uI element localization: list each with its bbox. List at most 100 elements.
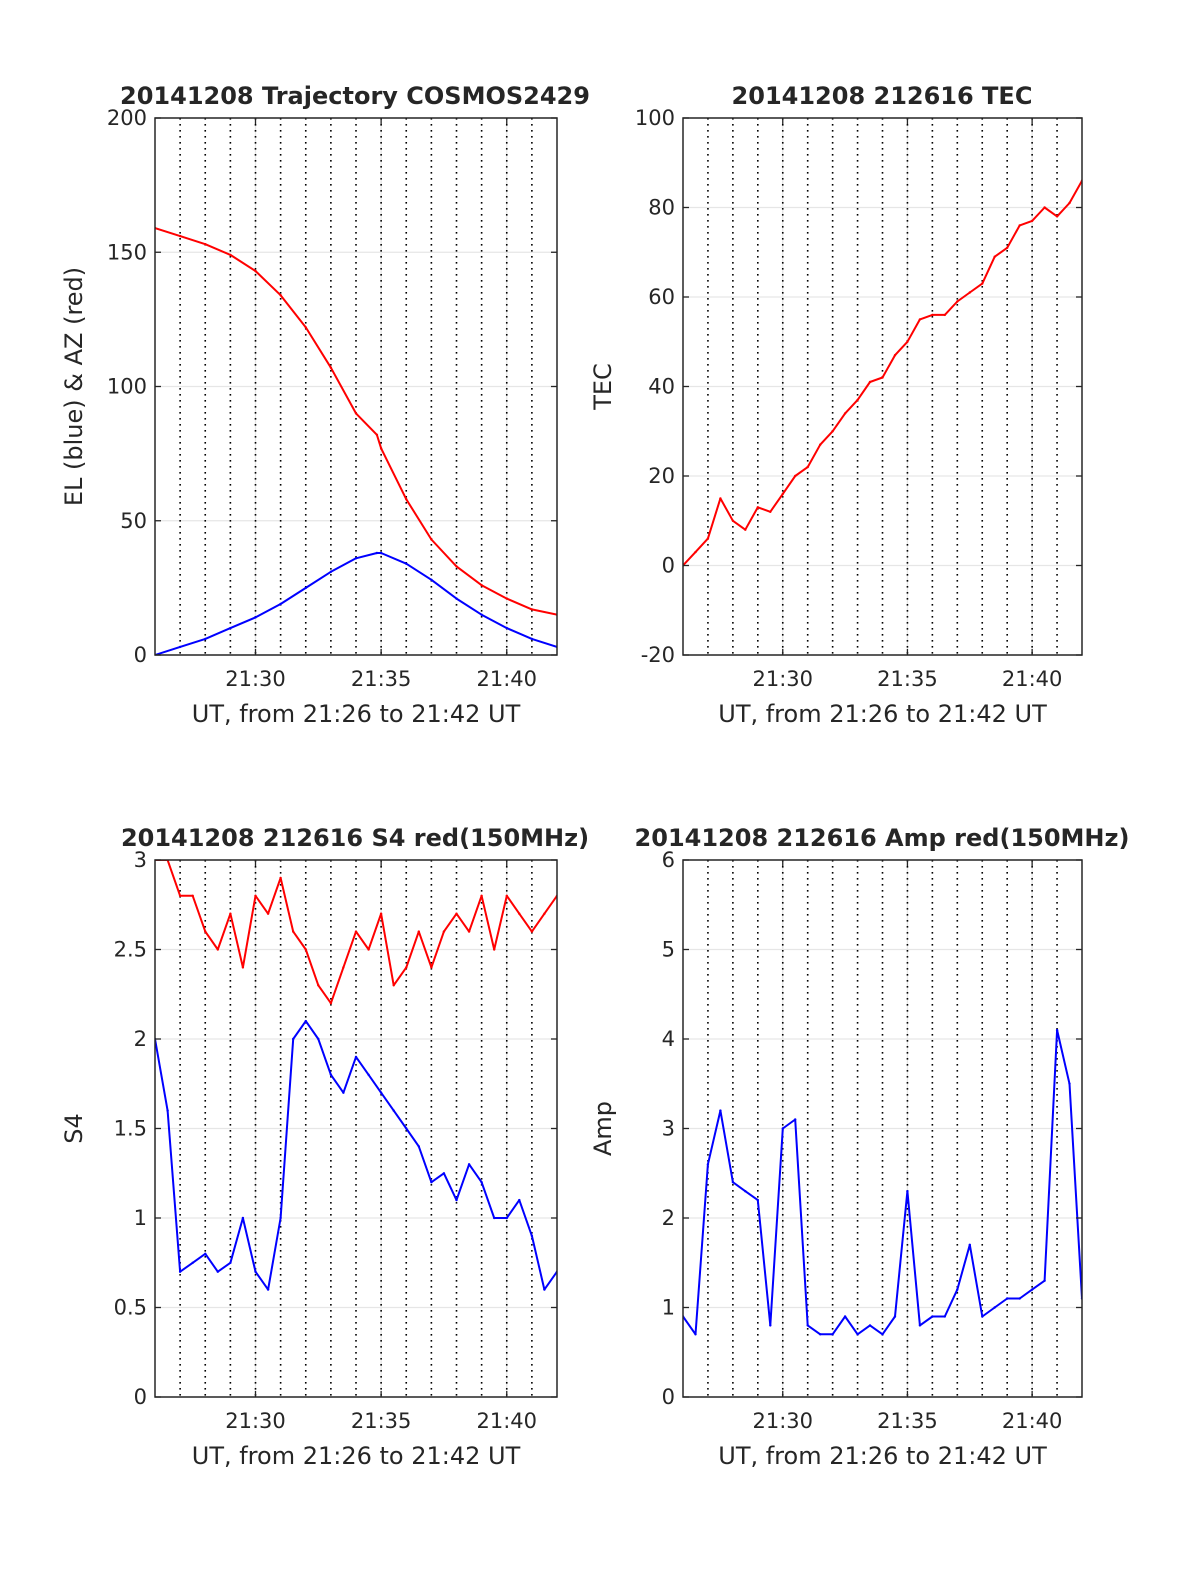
data-point	[279, 294, 282, 297]
y-tick-label: 0	[134, 643, 147, 667]
data-point	[505, 597, 508, 600]
y-tick-label: 50	[120, 509, 147, 533]
y-tick-label: 0	[134, 1385, 147, 1409]
data-point	[918, 1324, 922, 1327]
data-point	[518, 912, 521, 915]
data-point	[893, 354, 897, 357]
data-point	[455, 1198, 458, 1202]
data-point	[794, 1118, 797, 1121]
series-line-0	[155, 552, 557, 655]
data-point	[480, 894, 483, 897]
y-tick-label: 2	[662, 1206, 675, 1230]
data-point	[480, 613, 483, 616]
data-point	[229, 1261, 232, 1265]
s4-panel: 0 0.5 1 1.5 2 2.5 3 21:30 21:35 21:40 20141208 212…	[60, 824, 589, 1470]
data-point	[493, 948, 496, 951]
data-point	[819, 443, 822, 446]
data-point	[178, 894, 182, 897]
y-tick-label: 150	[107, 240, 147, 264]
data-point	[781, 492, 784, 496]
y-tick-label: 3	[662, 1117, 675, 1141]
data-point	[856, 1333, 859, 1336]
x-tick-label: 21:40	[476, 1409, 537, 1433]
y-tick-label: 20	[648, 464, 675, 488]
data-point	[455, 565, 458, 568]
y-tick-label: 4	[662, 1027, 675, 1051]
data-point	[166, 1109, 169, 1112]
data-point	[1055, 1028, 1059, 1032]
data-point	[530, 1234, 534, 1238]
data-point	[505, 894, 508, 897]
data-point	[317, 1037, 320, 1041]
data-point	[719, 497, 722, 500]
data-point	[956, 300, 959, 303]
data-point	[379, 447, 383, 450]
data-point	[430, 538, 433, 541]
data-point	[868, 380, 872, 384]
x-tick-label: 21:30	[752, 667, 813, 691]
data-point	[266, 1288, 270, 1291]
data-point	[375, 433, 379, 436]
y-tick-label: 1.5	[114, 1117, 147, 1141]
data-point	[968, 291, 971, 294]
data-point	[1006, 1297, 1009, 1300]
data-point	[216, 948, 219, 951]
x-axis-label: UT, from 21:26 to 21:42 UT	[192, 1442, 521, 1470]
data-point	[1068, 201, 1071, 205]
x-tick-label: 21:35	[877, 667, 938, 691]
data-point	[744, 1190, 747, 1193]
y-axis-label: EL (blue) & AZ (red)	[60, 267, 88, 506]
chart-title: 20141208 212616 TEC	[732, 82, 1033, 110]
data-point	[543, 1288, 546, 1291]
data-point	[530, 637, 534, 641]
data-point	[719, 1109, 722, 1112]
y-tick-label: 100	[107, 375, 147, 399]
data-point	[981, 282, 984, 285]
data-point	[329, 366, 333, 369]
data-point	[342, 966, 345, 969]
data-point	[1030, 219, 1034, 223]
data-point	[543, 912, 546, 915]
data-point	[756, 506, 759, 509]
data-point	[1018, 1297, 1021, 1300]
data-point	[304, 948, 307, 951]
data-point	[706, 537, 710, 540]
y-tick-label: 100	[635, 106, 675, 130]
data-point	[694, 550, 697, 554]
data-point	[379, 1091, 383, 1094]
data-point	[292, 930, 295, 933]
x-tick-label: 21:40	[1002, 667, 1063, 691]
data-point	[392, 984, 395, 987]
data-point	[467, 1163, 471, 1166]
data-point	[505, 1216, 508, 1220]
data-point	[329, 1073, 333, 1077]
data-point	[241, 1216, 245, 1220]
data-point	[279, 1216, 282, 1220]
data-point	[493, 1216, 496, 1220]
data-point	[806, 1324, 809, 1327]
x-axis-label: UT, from 21:26 to 21:42 UT	[718, 700, 1047, 728]
data-point	[1043, 1279, 1046, 1282]
data-point	[204, 930, 207, 933]
data-point	[819, 1333, 822, 1336]
data-point	[518, 1198, 521, 1202]
data-point	[254, 894, 257, 897]
data-point	[379, 912, 383, 915]
data-point	[906, 1190, 909, 1193]
data-point	[354, 1055, 358, 1059]
x-tick-label: 21:40	[476, 667, 537, 691]
data-point	[806, 465, 809, 469]
data-point	[417, 1145, 420, 1148]
y-tick-label: 80	[648, 196, 675, 220]
data-point	[706, 1163, 710, 1166]
data-point	[968, 1243, 971, 1247]
y-tick-label: 2.5	[114, 938, 147, 962]
data-point	[405, 498, 408, 501]
data-point	[906, 340, 909, 343]
data-point	[354, 930, 358, 933]
data-point	[442, 930, 446, 933]
data-point	[769, 510, 772, 513]
y-tick-label: 6	[662, 848, 675, 872]
y-axis-label: S4	[60, 1113, 88, 1144]
data-point	[254, 616, 257, 619]
